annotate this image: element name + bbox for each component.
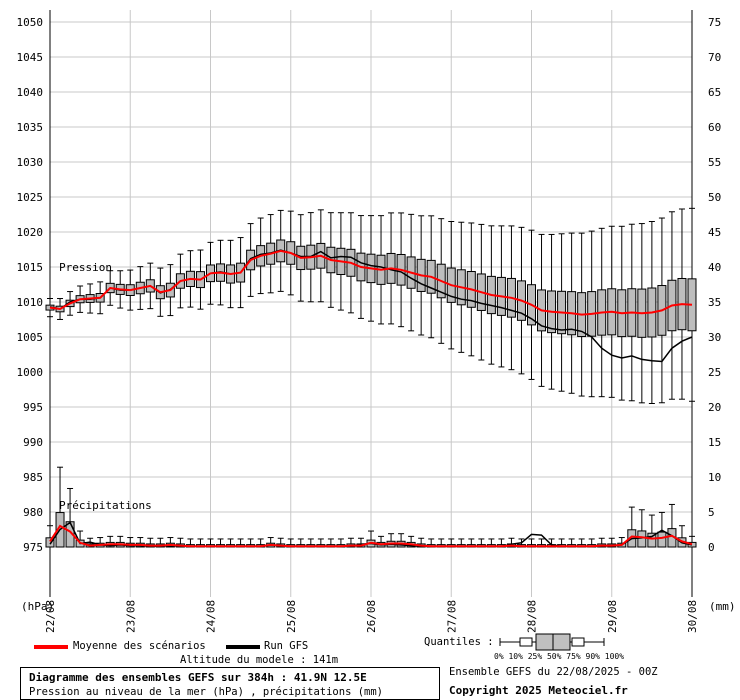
left-tick-label: 1050 xyxy=(17,16,44,29)
x-tick-label: 23/08 xyxy=(124,600,137,633)
right-tick-label: 0 xyxy=(708,541,715,554)
legend-mean-label: Moyenne des scénarios xyxy=(73,640,206,652)
quantile-box-icon xyxy=(499,633,605,651)
right-tick-label: 5 xyxy=(708,506,715,519)
right-tick-label: 60 xyxy=(708,121,721,134)
footer-title: Diagramme des ensembles GEFS sur 384h : … xyxy=(29,671,367,684)
right-tick-label: 55 xyxy=(708,156,721,169)
left-tick-label: 985 xyxy=(23,471,43,484)
left-tick-label: 975 xyxy=(23,541,43,554)
pressure-layer xyxy=(45,207,697,404)
left-tick-label: 1005 xyxy=(17,331,44,344)
right-tick-label: 40 xyxy=(708,261,721,274)
pressure-mean-line xyxy=(49,249,693,316)
left-tick-label: 1020 xyxy=(17,226,44,239)
left-tick-label: 1035 xyxy=(17,121,44,134)
footer-copyright: Copyright 2025 Meteociel.fr xyxy=(449,684,628,697)
right-tick-label: 75 xyxy=(708,16,721,29)
x-tick-label: 27/08 xyxy=(445,600,458,633)
pressure-annotation: Pression xyxy=(59,261,112,274)
legend-quantiles-label: Quantiles : xyxy=(424,636,494,648)
footer-subtitle: Pression au niveau de la mer (hPa) , pré… xyxy=(29,686,384,698)
right-tick-label: 70 xyxy=(708,51,721,64)
left-axis-unit: (hPa) xyxy=(21,600,54,613)
legend-quantile-marks: 0% 10% 25% 50% 75% 90% 100% xyxy=(494,652,625,661)
footer-title-box: Diagramme des ensembles GEFS sur 384h : … xyxy=(20,667,440,700)
left-tick-label: 995 xyxy=(23,401,43,414)
precip-box xyxy=(637,530,647,548)
left-tick-label: 1040 xyxy=(17,86,44,99)
right-tick-label: 10 xyxy=(708,471,721,484)
x-tick-label: 30/08 xyxy=(686,600,699,633)
precip-box xyxy=(647,532,657,548)
left-tick-label: 1025 xyxy=(17,191,44,204)
left-tick-label: 1015 xyxy=(17,261,44,274)
x-tick-label: 24/08 xyxy=(205,600,218,633)
footer-ensemble-run: Ensemble GEFS du 22/08/2025 - 00Z xyxy=(449,666,658,678)
x-tick-label: 26/08 xyxy=(365,600,378,633)
precip-box xyxy=(45,537,55,548)
left-tick-label: 1045 xyxy=(17,51,44,64)
x-tick-label: 29/08 xyxy=(606,600,619,633)
x-tick-label: 25/08 xyxy=(285,600,298,633)
right-tick-label: 15 xyxy=(708,436,721,449)
left-tick-label: 980 xyxy=(23,506,43,519)
right-tick-label: 35 xyxy=(708,296,721,309)
precipitation-annotation: Précipitations xyxy=(59,499,152,512)
precip-box xyxy=(657,531,667,548)
right-tick-label: 25 xyxy=(708,366,721,379)
right-tick-label: 30 xyxy=(708,331,721,344)
left-tick-label: 1000 xyxy=(17,366,44,379)
legend-mean-swatch xyxy=(34,645,68,649)
precip-mean-line xyxy=(49,524,693,548)
precipitation-layer xyxy=(45,466,697,548)
x-tick-label: 22/08 xyxy=(44,600,57,633)
x-tick-label: 28/08 xyxy=(526,600,539,633)
left-tick-label: 1010 xyxy=(17,296,44,309)
left-tick-label: 1030 xyxy=(17,156,44,169)
right-tick-label: 20 xyxy=(708,401,721,414)
right-tick-label: 50 xyxy=(708,191,721,204)
right-tick-label: 45 xyxy=(708,226,721,239)
footer-altitude: Altitude du modele : 141m xyxy=(180,654,339,666)
legend-gfs-label: Run GFS xyxy=(264,640,309,652)
right-tick-label: 65 xyxy=(708,86,721,99)
right-axis-unit: (mm) xyxy=(709,600,736,613)
left-tick-label: 990 xyxy=(23,436,43,449)
legend-gfs-swatch xyxy=(226,645,260,649)
